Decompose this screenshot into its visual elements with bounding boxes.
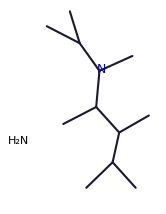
Text: H₂N: H₂N: [7, 136, 29, 146]
Text: N: N: [96, 63, 106, 76]
